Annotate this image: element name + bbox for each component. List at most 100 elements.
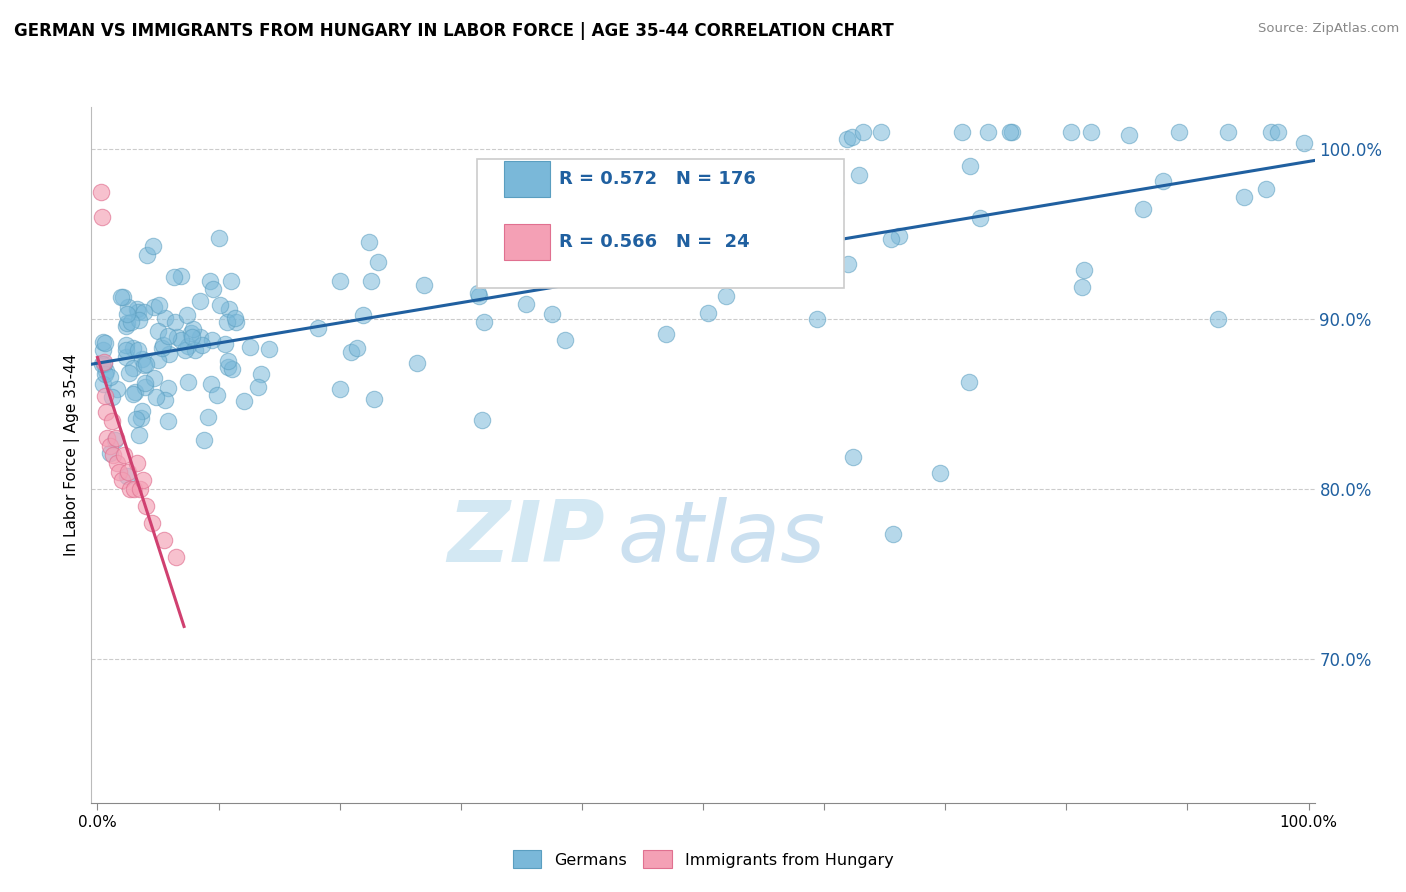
Point — [94, 336, 117, 351]
Point — [880, 232, 903, 246]
Point — [118, 366, 141, 380]
Point — [134, 358, 156, 372]
FancyBboxPatch shape — [503, 161, 550, 197]
Point — [176, 309, 198, 323]
Point — [505, 255, 527, 269]
Point — [93, 388, 115, 402]
Point — [782, 202, 804, 216]
Point — [1060, 126, 1083, 140]
Point — [112, 290, 135, 304]
Point — [141, 516, 163, 530]
Point — [111, 474, 134, 488]
Point — [93, 354, 115, 368]
Point — [359, 235, 381, 249]
Point — [131, 411, 153, 425]
Point — [1256, 182, 1278, 196]
Point — [122, 361, 145, 376]
Point — [214, 337, 236, 351]
Point — [1152, 174, 1174, 188]
Point — [145, 390, 167, 404]
Point — [221, 362, 243, 376]
Point — [153, 393, 176, 408]
Point — [352, 308, 374, 322]
Point — [346, 341, 368, 355]
Point — [128, 313, 150, 327]
Point — [768, 166, 790, 180]
Point — [959, 375, 981, 389]
Point — [104, 431, 127, 445]
Point — [146, 352, 169, 367]
Point — [163, 315, 186, 329]
Point — [1216, 126, 1239, 140]
Point — [98, 370, 121, 384]
Point — [406, 356, 429, 370]
Point — [225, 315, 247, 329]
Point — [157, 414, 180, 428]
Point — [467, 285, 489, 300]
Point — [841, 130, 863, 145]
Point — [112, 448, 135, 462]
Point — [136, 248, 159, 262]
Text: GERMAN VS IMMIGRANTS FROM HUNGARY IN LABOR FORCE | AGE 35-44 CORRELATION CHART: GERMAN VS IMMIGRANTS FROM HUNGARY IN LAB… — [14, 22, 894, 40]
Point — [837, 257, 859, 271]
Point — [693, 242, 716, 256]
Point — [115, 307, 138, 321]
Point — [115, 318, 138, 333]
Point — [1168, 126, 1191, 140]
Point — [869, 126, 891, 140]
Point — [117, 465, 139, 479]
Point — [654, 326, 676, 341]
Point — [156, 329, 179, 343]
Point — [197, 410, 219, 425]
Point — [93, 334, 115, 349]
Point — [1001, 126, 1024, 140]
Point — [329, 274, 352, 288]
Point — [219, 273, 242, 287]
Point — [90, 185, 112, 199]
Point — [257, 343, 280, 357]
Point — [959, 159, 981, 173]
Point — [94, 405, 117, 419]
Text: R = 0.566   N =  24: R = 0.566 N = 24 — [558, 233, 749, 251]
Point — [142, 239, 165, 253]
Point — [117, 468, 139, 483]
Point — [681, 222, 703, 236]
Point — [143, 371, 166, 385]
Point — [977, 126, 1000, 140]
Point — [360, 275, 382, 289]
Point — [1118, 128, 1140, 142]
Point — [180, 326, 202, 340]
Point — [697, 306, 720, 320]
Point — [98, 446, 121, 460]
Y-axis label: In Labor Force | Age 35-44: In Labor Force | Age 35-44 — [65, 354, 80, 556]
Point — [101, 414, 124, 428]
Point — [148, 324, 170, 338]
Point — [177, 375, 200, 389]
Point — [150, 342, 173, 356]
Point — [515, 296, 537, 310]
Point — [470, 413, 492, 427]
Point — [120, 482, 142, 496]
Point — [1267, 126, 1289, 140]
Point — [188, 294, 211, 309]
Point — [367, 255, 389, 269]
Point — [191, 338, 214, 352]
Point — [837, 132, 859, 146]
Point — [115, 337, 138, 351]
Point — [142, 300, 165, 314]
Text: atlas: atlas — [617, 497, 825, 580]
Point — [673, 211, 696, 225]
Point — [541, 307, 564, 321]
Point — [148, 298, 170, 312]
Point — [152, 338, 174, 352]
Point — [110, 290, 132, 304]
Point — [769, 243, 792, 257]
Point — [122, 482, 145, 496]
Point — [91, 343, 114, 357]
Point — [165, 549, 187, 564]
Point — [824, 186, 846, 200]
Point — [233, 394, 256, 409]
Point — [188, 330, 211, 344]
Point — [1080, 126, 1102, 140]
Point — [132, 474, 155, 488]
